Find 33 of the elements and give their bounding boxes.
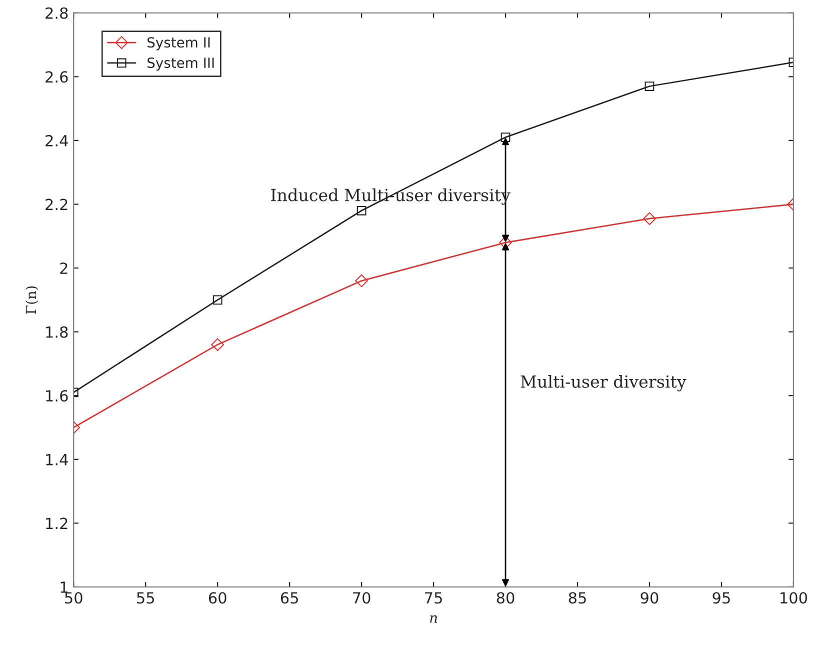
x-tick-label: 75 [425, 592, 442, 604]
y-tick-label: 2.6 [46, 71, 68, 83]
y-tick-label: 1 [60, 582, 68, 593]
x-tick-label: 50 [65, 592, 82, 604]
y-tick-label: 1.4 [46, 454, 68, 466]
y-tick-label: 2 [60, 262, 68, 274]
y-tick-label: 1.2 [46, 518, 68, 529]
x-tick-label: 60 [208, 592, 226, 604]
x-tick-label: 100 [780, 592, 808, 604]
point [355, 274, 368, 288]
annotation: Multi-user diversity [520, 374, 686, 392]
y-tick-label: 1.6 [46, 390, 68, 402]
point [356, 206, 366, 216]
x-tick-label: 55 [137, 592, 154, 604]
x-tick-label: 80 [496, 592, 514, 604]
point [500, 132, 510, 142]
y-tick-label: 2.8 [46, 7, 68, 19]
legend-label: System II [148, 37, 210, 50]
x-tick-label: 90 [640, 592, 658, 604]
y-axis-title: Γ(n) [25, 286, 38, 314]
y-tick-label: 2.4 [46, 134, 68, 146]
x-tick-label: 70 [353, 592, 370, 604]
x-tick-label: 95 [712, 592, 730, 604]
point [644, 82, 654, 91]
x-tick-label: 65 [280, 592, 298, 604]
legend-label: System III [148, 58, 214, 71]
point [643, 212, 656, 226]
point [212, 295, 222, 305]
x-axis-title: n [430, 615, 438, 623]
point [211, 338, 224, 351]
y-tick-label: 1.8 [46, 326, 68, 338]
y-tick-label: 2.2 [46, 198, 68, 210]
x-tick-label: 85 [568, 592, 586, 604]
